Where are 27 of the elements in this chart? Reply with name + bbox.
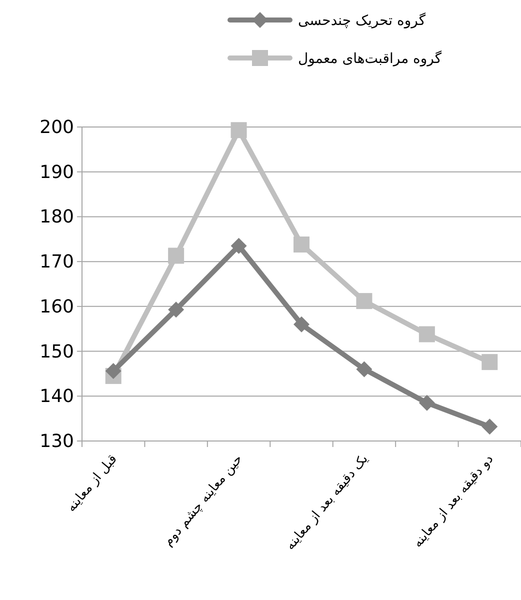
legend-label: گروه تحریک چندحسی xyxy=(298,12,426,29)
y-tick-label: 130 xyxy=(40,431,74,452)
y-tick-label: 180 xyxy=(40,206,74,228)
point xyxy=(168,248,184,264)
point xyxy=(356,293,372,310)
point xyxy=(356,361,372,378)
point xyxy=(482,418,498,435)
y-tick-label: 140 xyxy=(40,386,74,408)
point xyxy=(230,122,247,138)
point xyxy=(105,363,122,380)
x-tick-label: یک دقیقه بعد از معاینه xyxy=(282,452,372,554)
y-tick-label: 150 xyxy=(40,341,74,362)
y-tick-label: 160 xyxy=(40,296,74,318)
x-tick-label: دو دقیقه بعد از معاینه xyxy=(410,452,497,551)
y-tick-label: 170 xyxy=(40,252,74,273)
point xyxy=(482,354,498,370)
point xyxy=(418,394,435,411)
x-tick-label: حین معاینه چشم دوم xyxy=(160,452,246,550)
y-tick-label: 200 xyxy=(40,117,74,138)
point xyxy=(230,238,247,254)
point xyxy=(294,316,310,332)
point xyxy=(418,326,435,342)
point xyxy=(168,302,184,318)
y-tick-label: 190 xyxy=(40,162,74,183)
point xyxy=(294,236,310,253)
x-tick-label: قبل از معاینه xyxy=(64,452,120,516)
legend-label: گروه مراقبت‌های معمول xyxy=(298,50,442,67)
